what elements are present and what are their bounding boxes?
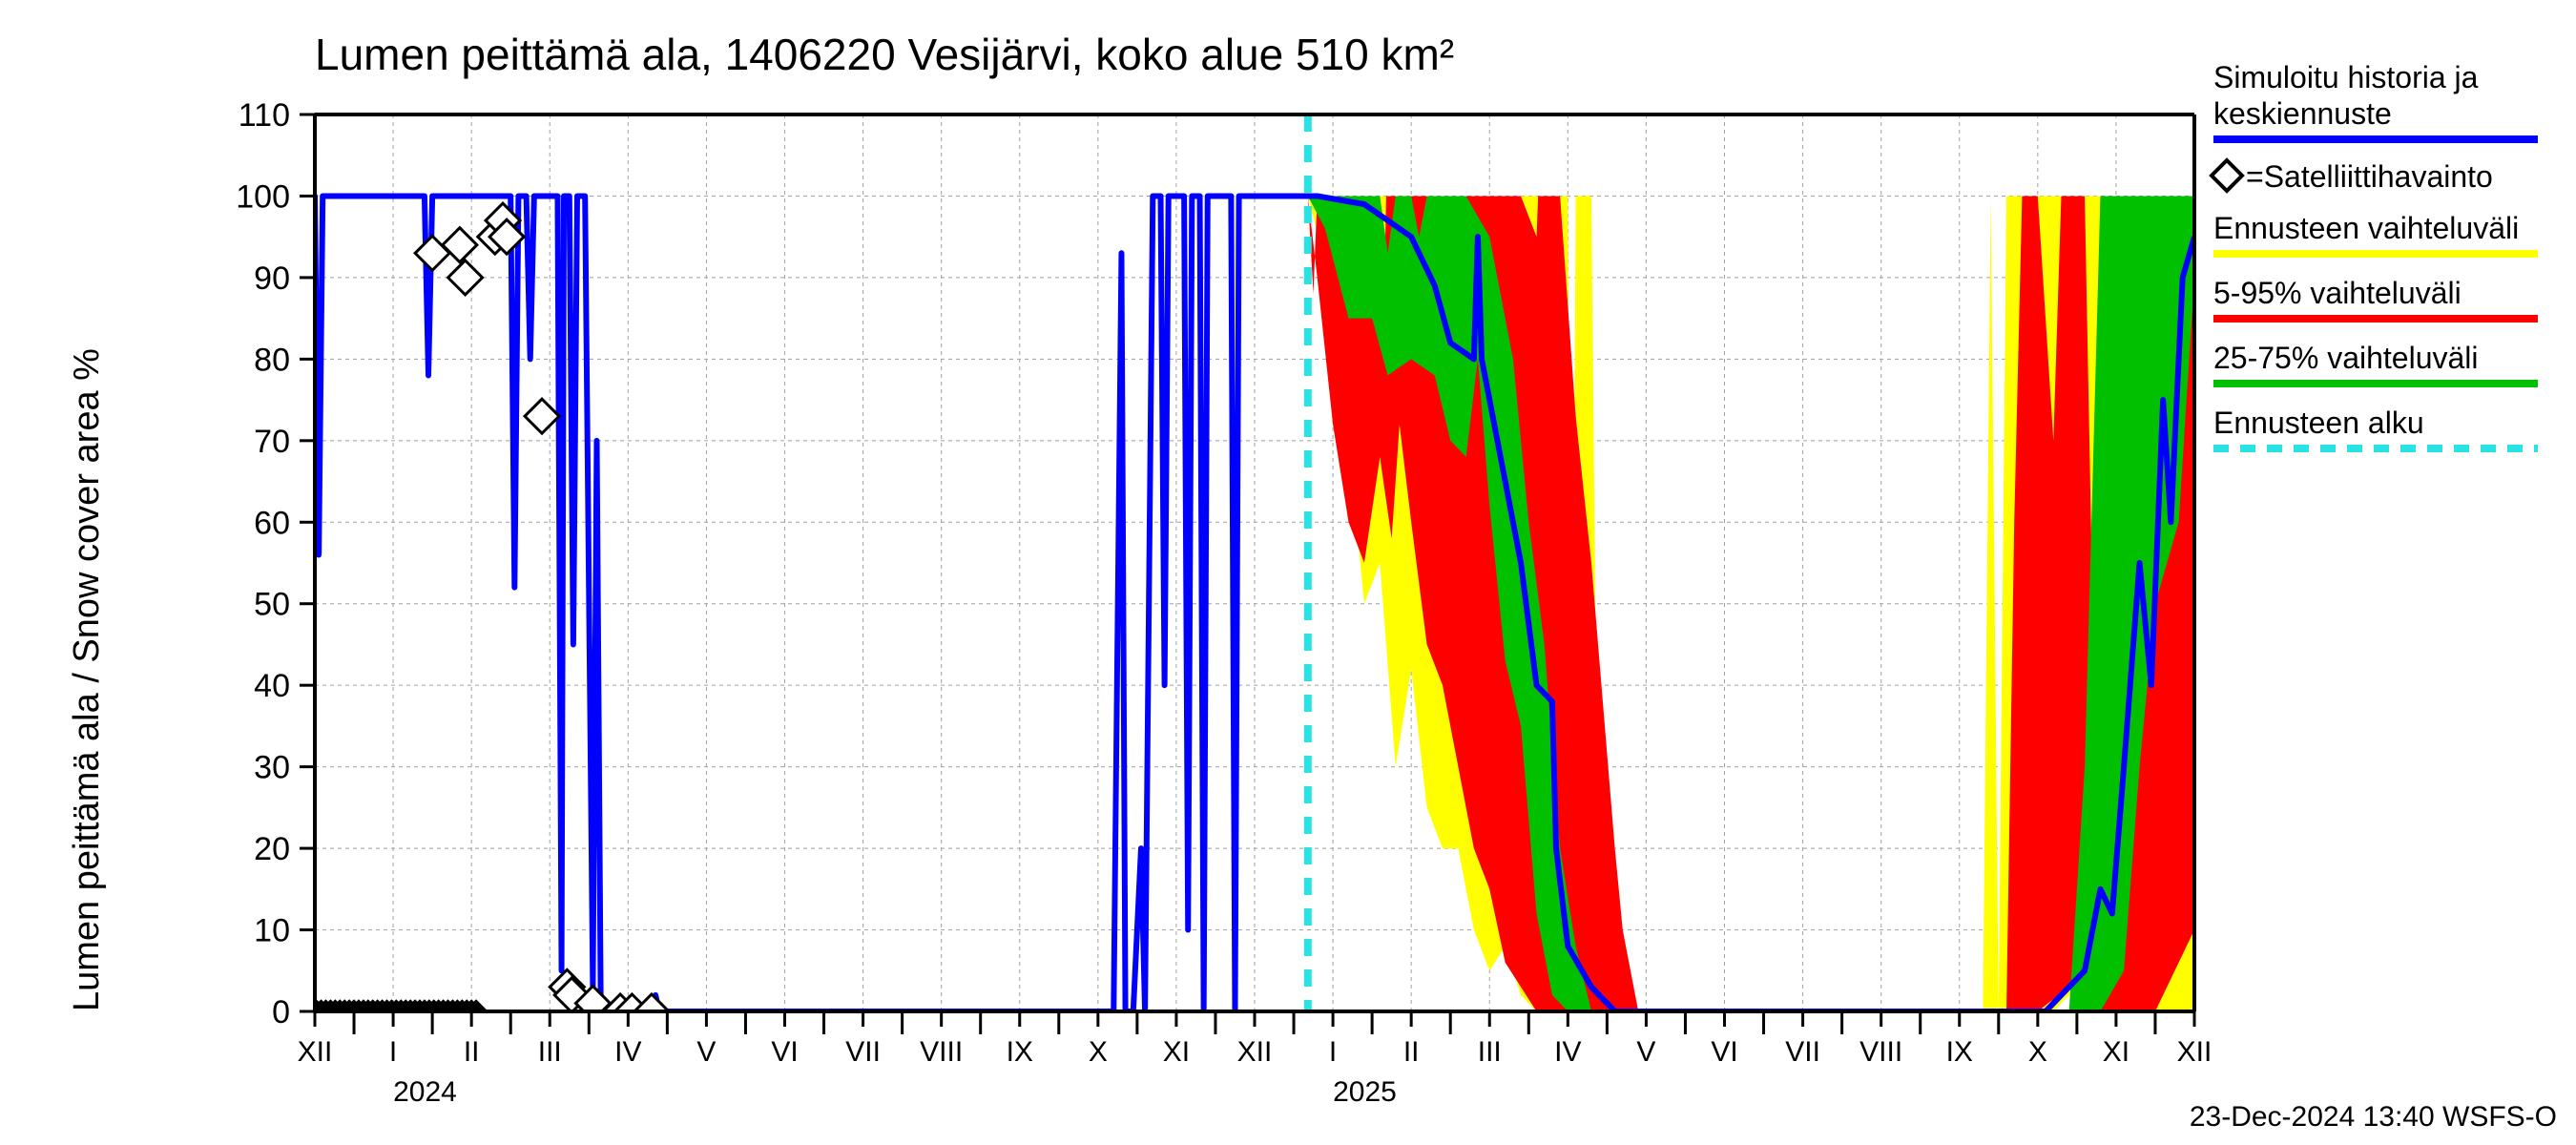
svg-text:III: III [538,1036,562,1068]
svg-text:5-95% vaihteluväli: 5-95% vaihteluväli [2213,276,2462,310]
svg-text:V: V [1636,1036,1655,1068]
svg-text:40: 40 [254,668,290,704]
svg-text:II: II [1403,1036,1420,1068]
svg-text:80: 80 [254,342,290,378]
svg-text:X: X [1089,1036,1108,1068]
svg-text:IX: IX [1007,1036,1033,1068]
svg-text:90: 90 [254,260,290,297]
svg-text:0: 0 [272,994,290,1030]
svg-text:I: I [1329,1036,1337,1068]
svg-text:XI: XI [2103,1036,2129,1068]
svg-text:keskiennuste: keskiennuste [2213,96,2392,131]
svg-text:2025: 2025 [1333,1076,1397,1108]
svg-text:XI: XI [1163,1036,1190,1068]
y-axis-label: Lumen peittämä ala / Snow cover area % [67,348,108,1011]
svg-text:2024: 2024 [393,1076,457,1108]
svg-text:VIII: VIII [920,1036,963,1068]
chart-container: Lumen peittämä ala, 1406220 Vesijärvi, k… [0,0,2576,1145]
svg-text:100: 100 [236,178,290,215]
svg-text:60: 60 [254,505,290,541]
svg-text:III: III [1478,1036,1502,1068]
svg-text:I: I [389,1036,397,1068]
svg-text:VI: VI [1711,1036,1737,1068]
chart-title: Lumen peittämä ala, 1406220 Vesijärvi, k… [315,29,1454,80]
svg-text:IV: IV [614,1036,641,1068]
svg-text:VII: VII [845,1036,881,1068]
svg-text:XII: XII [2177,1036,2212,1068]
plot-svg: 0102030405060708090100110XIIIIIIIIIVVVIV… [0,0,2576,1145]
svg-text:VIII: VIII [1859,1036,1902,1068]
svg-text:IX: IX [1946,1036,1973,1068]
svg-text:=Satelliittihavainto: =Satelliittihavainto [2246,159,2493,194]
svg-text:V: V [696,1036,716,1068]
svg-text:X: X [2028,1036,2047,1068]
svg-text:50: 50 [254,587,290,623]
svg-text:VII: VII [1785,1036,1820,1068]
svg-text:Ennusteen vaihteluväli: Ennusteen vaihteluväli [2213,211,2519,245]
svg-text:IV: IV [1554,1036,1581,1068]
svg-text:10: 10 [254,913,290,949]
svg-text:XII: XII [298,1036,333,1068]
svg-text:110: 110 [239,97,290,134]
svg-text:VI: VI [771,1036,798,1068]
footer-timestamp: 23-Dec-2024 13:40 WSFS-O [2190,1101,2557,1134]
svg-text:70: 70 [254,424,290,460]
svg-text:II: II [464,1036,480,1068]
svg-text:25-75% vaihteluväli: 25-75% vaihteluväli [2213,341,2479,375]
svg-text:Ennusteen alku: Ennusteen alku [2213,406,2424,440]
svg-text:Simuloitu historia ja: Simuloitu historia ja [2213,60,2479,94]
svg-text:XII: XII [1237,1036,1273,1068]
svg-text:20: 20 [254,831,290,867]
svg-text:30: 30 [254,750,290,786]
